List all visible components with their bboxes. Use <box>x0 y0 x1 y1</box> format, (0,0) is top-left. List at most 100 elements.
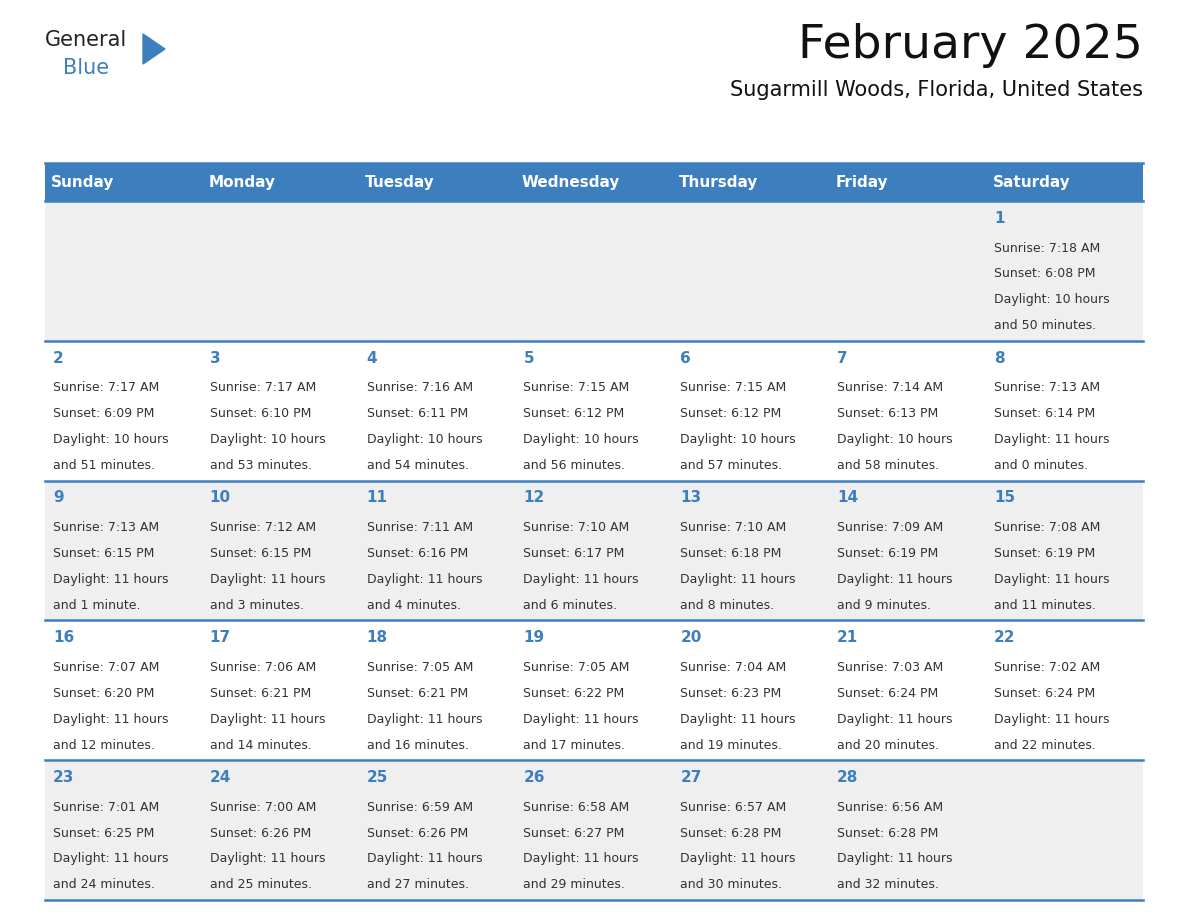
Text: 13: 13 <box>681 490 701 506</box>
Text: Sunrise: 6:59 AM: Sunrise: 6:59 AM <box>367 800 473 813</box>
Text: Sunrise: 7:05 AM: Sunrise: 7:05 AM <box>524 661 630 674</box>
Bar <box>202 163 359 201</box>
Text: Daylight: 10 hours: Daylight: 10 hours <box>52 433 169 446</box>
Text: and 54 minutes.: and 54 minutes. <box>367 459 468 472</box>
Text: Sunset: 6:14 PM: Sunset: 6:14 PM <box>994 408 1095 420</box>
Bar <box>516 341 672 481</box>
Text: and 29 minutes.: and 29 minutes. <box>524 879 625 891</box>
Text: Thursday: Thursday <box>678 174 758 189</box>
Text: 12: 12 <box>524 490 544 506</box>
Text: Daylight: 11 hours: Daylight: 11 hours <box>994 712 1110 725</box>
Text: Sunrise: 7:11 AM: Sunrise: 7:11 AM <box>367 521 473 534</box>
Text: 15: 15 <box>994 490 1015 506</box>
Bar <box>986 201 1143 341</box>
Text: and 1 minute.: and 1 minute. <box>52 599 140 611</box>
Text: Sunrise: 6:58 AM: Sunrise: 6:58 AM <box>524 800 630 813</box>
Text: 19: 19 <box>524 630 544 645</box>
Text: Sunrise: 7:12 AM: Sunrise: 7:12 AM <box>210 521 316 534</box>
Text: Daylight: 11 hours: Daylight: 11 hours <box>838 573 953 586</box>
Text: and 58 minutes.: and 58 minutes. <box>838 459 940 472</box>
Text: 10: 10 <box>210 490 230 506</box>
Bar <box>829 163 986 201</box>
Text: Sunset: 6:10 PM: Sunset: 6:10 PM <box>210 408 311 420</box>
Text: and 50 minutes.: and 50 minutes. <box>994 319 1097 332</box>
Text: Sunrise: 7:10 AM: Sunrise: 7:10 AM <box>524 521 630 534</box>
Text: Daylight: 11 hours: Daylight: 11 hours <box>838 853 953 866</box>
Bar <box>829 760 986 900</box>
Bar <box>359 621 516 760</box>
Bar <box>359 163 516 201</box>
Text: Sunrise: 6:57 AM: Sunrise: 6:57 AM <box>681 800 786 813</box>
Text: Daylight: 11 hours: Daylight: 11 hours <box>367 853 482 866</box>
Text: Sunset: 6:24 PM: Sunset: 6:24 PM <box>994 687 1095 700</box>
Text: Sunrise: 7:05 AM: Sunrise: 7:05 AM <box>367 661 473 674</box>
Text: Daylight: 11 hours: Daylight: 11 hours <box>210 853 326 866</box>
Text: Sunset: 6:12 PM: Sunset: 6:12 PM <box>681 408 782 420</box>
Text: 17: 17 <box>210 630 230 645</box>
Text: Daylight: 11 hours: Daylight: 11 hours <box>524 573 639 586</box>
Bar <box>829 621 986 760</box>
Text: Friday: Friday <box>835 174 889 189</box>
Text: and 32 minutes.: and 32 minutes. <box>838 879 939 891</box>
Text: Daylight: 11 hours: Daylight: 11 hours <box>367 573 482 586</box>
Text: Daylight: 11 hours: Daylight: 11 hours <box>681 712 796 725</box>
Text: 26: 26 <box>524 770 545 785</box>
Text: 9: 9 <box>52 490 63 506</box>
Text: Wednesday: Wednesday <box>522 174 620 189</box>
Text: and 51 minutes.: and 51 minutes. <box>52 459 154 472</box>
Text: Sunset: 6:27 PM: Sunset: 6:27 PM <box>524 826 625 840</box>
Text: and 19 minutes.: and 19 minutes. <box>681 738 782 752</box>
Text: Sunrise: 7:00 AM: Sunrise: 7:00 AM <box>210 800 316 813</box>
Text: Sunset: 6:23 PM: Sunset: 6:23 PM <box>681 687 782 700</box>
Text: Sunset: 6:19 PM: Sunset: 6:19 PM <box>838 547 939 560</box>
Text: and 8 minutes.: and 8 minutes. <box>681 599 775 611</box>
Text: 5: 5 <box>524 351 535 365</box>
Text: 18: 18 <box>367 630 387 645</box>
Bar <box>672 760 829 900</box>
Polygon shape <box>143 34 165 64</box>
Text: February 2025: February 2025 <box>798 23 1143 68</box>
Text: Sugarmill Woods, Florida, United States: Sugarmill Woods, Florida, United States <box>729 80 1143 100</box>
Text: Sunrise: 7:08 AM: Sunrise: 7:08 AM <box>994 521 1100 534</box>
Text: Sunrise: 6:56 AM: Sunrise: 6:56 AM <box>838 800 943 813</box>
Text: and 20 minutes.: and 20 minutes. <box>838 738 940 752</box>
Text: Sunrise: 7:13 AM: Sunrise: 7:13 AM <box>52 521 159 534</box>
Text: Sunset: 6:08 PM: Sunset: 6:08 PM <box>994 267 1095 280</box>
Text: Sunrise: 7:16 AM: Sunrise: 7:16 AM <box>367 381 473 395</box>
Bar <box>359 201 516 341</box>
Text: and 24 minutes.: and 24 minutes. <box>52 879 154 891</box>
Bar <box>672 201 829 341</box>
Bar <box>359 760 516 900</box>
Bar <box>202 621 359 760</box>
Text: 28: 28 <box>838 770 859 785</box>
Text: Sunset: 6:18 PM: Sunset: 6:18 PM <box>681 547 782 560</box>
Text: Sunrise: 7:17 AM: Sunrise: 7:17 AM <box>210 381 316 395</box>
Text: 3: 3 <box>210 351 220 365</box>
Text: Daylight: 10 hours: Daylight: 10 hours <box>367 433 482 446</box>
Text: Sunset: 6:26 PM: Sunset: 6:26 PM <box>367 826 468 840</box>
Text: 23: 23 <box>52 770 74 785</box>
Text: and 0 minutes.: and 0 minutes. <box>994 459 1088 472</box>
Text: Daylight: 10 hours: Daylight: 10 hours <box>524 433 639 446</box>
Text: Tuesday: Tuesday <box>365 174 435 189</box>
Bar <box>516 760 672 900</box>
Bar <box>45 201 202 341</box>
Text: Sunrise: 7:15 AM: Sunrise: 7:15 AM <box>681 381 786 395</box>
Text: Sunrise: 7:09 AM: Sunrise: 7:09 AM <box>838 521 943 534</box>
Text: Daylight: 10 hours: Daylight: 10 hours <box>681 433 796 446</box>
Bar <box>986 163 1143 201</box>
Text: Sunset: 6:22 PM: Sunset: 6:22 PM <box>524 687 625 700</box>
Bar <box>672 341 829 481</box>
Text: Daylight: 11 hours: Daylight: 11 hours <box>210 573 326 586</box>
Text: and 3 minutes.: and 3 minutes. <box>210 599 304 611</box>
Text: and 11 minutes.: and 11 minutes. <box>994 599 1095 611</box>
Text: Monday: Monday <box>208 174 276 189</box>
Text: 22: 22 <box>994 630 1016 645</box>
Bar <box>516 163 672 201</box>
Text: General: General <box>45 30 127 50</box>
Bar <box>45 481 202 621</box>
Bar <box>986 760 1143 900</box>
Text: Sunrise: 7:15 AM: Sunrise: 7:15 AM <box>524 381 630 395</box>
Text: Sunset: 6:11 PM: Sunset: 6:11 PM <box>367 408 468 420</box>
Text: Daylight: 11 hours: Daylight: 11 hours <box>210 712 326 725</box>
